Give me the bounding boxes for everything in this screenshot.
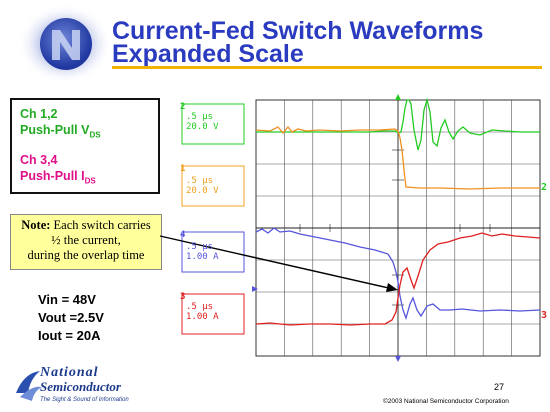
note-line-1: Note: Each switch carries — [11, 218, 161, 233]
ch3-number: 3 — [180, 292, 186, 302]
company-tagline: The Sight & Sound of Information — [40, 397, 129, 403]
note-line-2: ½ the current, — [51, 233, 121, 247]
param-vin: Vin = 48V — [38, 292, 96, 307]
legend-ch12-desc: Push-Pull VDS — [20, 122, 150, 144]
note-callout: Note: Each switch carries ½ the current,… — [10, 214, 162, 270]
right-marker-ch3: 3 — [541, 310, 548, 321]
ch4-time: .5 µs — [186, 242, 214, 252]
legend-ch12: Ch 1,2 — [20, 107, 58, 121]
ch2-time: .5 µs — [186, 112, 214, 122]
scope-channel-labels — [181, 103, 245, 335]
legend-ch34-sub: DS — [84, 176, 96, 185]
ch1-label: 1 — [180, 164, 185, 174]
page-number: 27 — [494, 382, 505, 392]
trace-ch2 — [256, 97, 540, 151]
legend-ch34-text: Push-Pull I — [20, 168, 85, 183]
ch1-number: 1 — [180, 164, 186, 174]
ch4-scale: 1.00 A — [186, 252, 219, 262]
ch2-label: 2 — [180, 102, 185, 112]
ch2-number: 2 — [180, 102, 186, 112]
legend-ch34: Ch 3,4 — [20, 152, 58, 167]
ch2-scale: 20.0 V — [186, 122, 219, 132]
param-iout: Iout = 20A — [38, 328, 101, 343]
ch1-scale: 20.0 V — [186, 186, 219, 196]
circuit-parameters: Vin = 48V Vout =2.5V Iout = 20A — [38, 291, 104, 345]
ch3-time: .5 µs — [186, 302, 214, 312]
company-name-1: National — [40, 365, 99, 380]
scope-grid — [255, 99, 541, 357]
title-rule — [112, 66, 542, 69]
ch4-label: 4 — [180, 230, 185, 240]
ch3-settings: .5 µs 1.00 A — [186, 302, 219, 322]
callout-arrow — [159, 235, 398, 292]
legend-ch12-text: Push-Pull V — [20, 123, 90, 137]
trace-ch3 — [255, 232, 541, 326]
right-marker-ch2: 2 — [541, 182, 548, 193]
note-text-1: Each switch carries — [50, 218, 151, 232]
ch1-time: .5 µs — [186, 176, 214, 186]
title-line-2: Expanded Scale — [112, 40, 304, 68]
ch2-settings: .5 µs 20.0 V — [186, 112, 219, 132]
ch3-label: 3 — [180, 292, 185, 302]
ch4-number: 4 — [180, 230, 186, 240]
title-line-1: Current-Fed Switch Waveforms — [112, 17, 484, 45]
scope-edge-markers — [252, 94, 401, 362]
note-label: Note: — [21, 218, 51, 232]
national-semiconductor-logo-icon — [16, 371, 42, 401]
legend-ch12-sub: DS — [89, 130, 101, 140]
ch4-settings: .5 µs 1.00 A — [186, 242, 219, 262]
ch1-settings: .5 µs 20.0 V — [186, 176, 219, 196]
national-logo-icon — [18, 4, 112, 84]
company-name-2: Semiconductor — [40, 379, 121, 394]
param-vout: Vout =2.5V — [38, 310, 104, 325]
slide-title: Current-Fed Switch Waveforms Expanded Sc… — [112, 17, 484, 68]
trace-ch1 — [255, 125, 540, 190]
scope-ticks — [299, 149, 491, 306]
note-line-3: during the overlap time — [27, 248, 145, 262]
channel-legend: Ch 1,2 Push-Pull VDS Ch 3,4 Push-Pull ID… — [10, 98, 160, 194]
legend-ch34-desc: Push-Pull IDS — [20, 168, 150, 190]
copyright-text: ©2003 National Semiconductor Corporation — [383, 398, 509, 405]
ch3-scale: 1.00 A — [186, 312, 219, 322]
